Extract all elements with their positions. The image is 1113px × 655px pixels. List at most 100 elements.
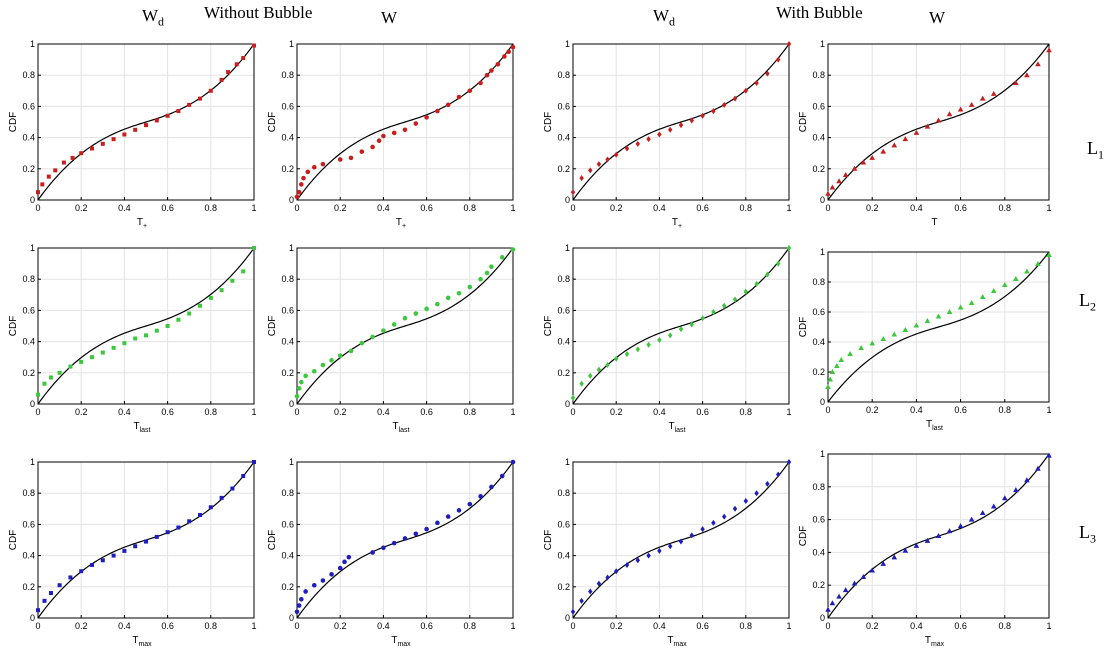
y-axis-label: CDF: [8, 530, 19, 551]
data-point: [144, 123, 148, 128]
data-point: [588, 167, 593, 174]
data-point: [700, 112, 705, 119]
y-tick-label: 0.4: [812, 337, 825, 347]
data-point: [1024, 268, 1030, 274]
y-axis-label: CDF: [798, 112, 809, 133]
y-axis-label: CDF: [267, 316, 278, 337]
data-point: [924, 537, 931, 543]
data-point: [842, 172, 849, 178]
data-point: [689, 321, 694, 328]
y-tick-label: 0.4: [22, 337, 35, 347]
data-point: [1046, 452, 1052, 458]
x-tick-label: 1: [1046, 203, 1051, 213]
row-label-2: L2: [1079, 290, 1096, 314]
data-point: [294, 393, 300, 399]
data-point: [596, 580, 602, 587]
y-tick-label: 0: [565, 195, 570, 205]
data-point: [53, 168, 58, 173]
y-tick-label: 0.6: [22, 519, 35, 529]
fit-curve: [827, 251, 1050, 403]
x-tick-label: 0: [570, 621, 575, 631]
data-point: [506, 49, 511, 55]
axes-box: [572, 461, 790, 619]
y-axis-label: CDF: [798, 526, 809, 547]
data-point: [732, 505, 738, 512]
col-header-1: Wd: [142, 6, 165, 29]
x-axis-label-sub: max: [673, 641, 687, 648]
axes-box: [37, 461, 255, 619]
data-point: [668, 126, 673, 133]
data-point: [657, 547, 662, 554]
y-tick-label: 0: [565, 399, 570, 409]
y-tick-label: 1: [820, 449, 825, 459]
data-point: [144, 539, 148, 544]
data-point: [668, 332, 673, 339]
data-point: [829, 184, 836, 190]
data-point: [614, 355, 619, 362]
data-point: [1046, 252, 1052, 257]
y-tick-label: 0.8: [812, 277, 825, 287]
data-point: [776, 56, 781, 63]
fit-curve: [572, 43, 790, 201]
x-tick-label: 0.8: [464, 203, 477, 213]
data-point: [391, 322, 397, 327]
data-point: [935, 117, 942, 123]
y-axis-label: CDF: [543, 530, 554, 551]
data-point: [402, 127, 408, 133]
data-point: [743, 288, 748, 295]
y-axis-label: CDF: [798, 317, 809, 338]
data-point: [187, 311, 192, 316]
data-point: [891, 142, 898, 148]
y-tick-label: 0.8: [22, 70, 35, 80]
data-point: [646, 136, 651, 143]
axes-box: [827, 251, 1050, 403]
data-point: [635, 346, 640, 353]
x-tick-label: 0.4: [910, 203, 923, 213]
data-point: [902, 547, 909, 553]
data-point: [381, 133, 386, 139]
panel-r1-c1: 0 0.2 0.4 0.6 0.8 1 0 0.2 0.4 0.6 0.8 1 CDF T+: [8, 39, 257, 230]
y-tick-label: 0.2: [812, 367, 825, 377]
data-point: [743, 498, 748, 504]
data-point: [122, 132, 127, 137]
data-point: [880, 148, 887, 154]
y-tick-label: 1: [30, 39, 35, 49]
data-point: [370, 144, 375, 150]
data-point: [391, 540, 397, 546]
data-point: [252, 246, 256, 250]
data-point: [144, 333, 148, 338]
data-point: [46, 174, 51, 179]
y-tick-label: 0.8: [281, 70, 294, 80]
x-tick-label: 0: [35, 203, 40, 213]
data-point: [90, 146, 94, 151]
data-point: [924, 123, 931, 129]
x-axis-label-sub: max: [397, 641, 411, 648]
x-tick-label: 0.6: [696, 407, 709, 417]
y-tick-label: 0.2: [281, 582, 294, 592]
data-point: [329, 572, 334, 577]
y-tick-label: 0: [30, 195, 35, 205]
data-point: [596, 366, 602, 373]
x-tick-label: 1: [1046, 405, 1051, 415]
x-tick-label: 0.2: [610, 203, 623, 213]
data-point: [154, 328, 159, 333]
data-point: [913, 322, 920, 328]
y-tick-label: 0.8: [557, 488, 570, 498]
x-axis-label-sub: last: [675, 427, 686, 434]
y-tick-label: 0.6: [812, 101, 825, 111]
y-tick-label: 1: [30, 457, 35, 467]
data-point: [732, 296, 738, 303]
data-point: [700, 315, 705, 322]
y-tick-label: 0.2: [557, 368, 570, 378]
data-point: [198, 513, 202, 518]
data-point: [413, 531, 419, 537]
data-point: [605, 156, 610, 163]
x-tick-label: 0.6: [420, 621, 433, 631]
x-tick-label: 1: [510, 621, 515, 631]
data-point: [510, 459, 516, 465]
data-point: [668, 543, 673, 550]
data-point: [858, 345, 864, 350]
y-tick-label: 0.2: [22, 164, 35, 174]
y-axis-label: CDF: [267, 530, 278, 551]
x-tick-label: 0.6: [161, 203, 174, 213]
